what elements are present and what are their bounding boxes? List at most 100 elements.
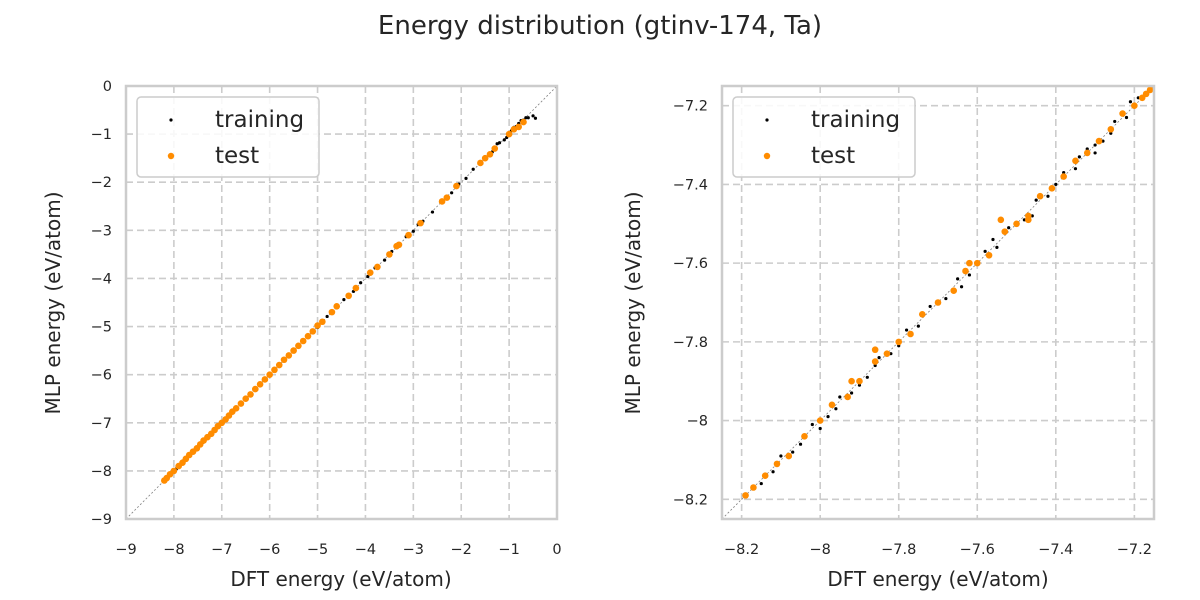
right-test-point [773,460,781,468]
left-y-tick-label: −1 [91,127,112,143]
left-legend-training-label: training [215,107,304,133]
left-test-point [314,322,321,329]
left-y-tick-label: −8 [91,464,112,480]
left-points [161,114,538,484]
left-test-point [295,342,302,350]
right-training-point [1128,100,1133,104]
right-test-point [934,299,942,306]
right-training-point [877,356,881,360]
right-training-point [959,285,964,289]
right-y-axis-label: MLP energy (eV/atom) [621,191,645,414]
left-y-tick-label: 0 [103,79,112,95]
right-test-point [871,358,879,365]
right-test-point [895,338,903,346]
left-legend-training-marker [169,118,173,122]
right-legend: training test [732,96,916,178]
left-test-point [505,130,513,138]
right-x-tick-label: −8 [809,542,830,558]
left-x-tick-label: −7 [211,542,232,558]
right-test-point [856,377,863,385]
right-test-point [1142,90,1150,98]
right-training-point [956,277,960,281]
left-test-point [486,151,494,158]
right-test-point [1072,157,1079,165]
left-panel: −9 −8 −7 −6 −5 −4 −3 −2 −1 0 −9−8−7−6−5−4−3−2−10 … [41,79,562,591]
right-test-point [848,377,855,385]
left-x-axis-label: DFT energy (eV/atom) [230,567,451,591]
left-training-point [526,116,530,120]
right-training-point [1113,119,1117,124]
left-test-point [290,347,297,354]
left-legend-test-marker [167,152,175,160]
left-test-point [366,269,374,276]
left-training-point [450,191,454,195]
right-test-point [761,472,769,480]
right-y-tick-label: −7.8 [673,335,708,351]
right-training-point [759,481,763,486]
left-x-tick-label: −8 [163,542,184,558]
right-y-ticks: −8.2 −8 −7.8 −7.6 −7.4 −7.2 [673,99,708,509]
left-test-point [285,352,293,359]
right-training-point [991,237,995,242]
left-y-tick-label: −5 [91,320,112,336]
right-test-point [1036,192,1044,200]
left-training-point [411,229,415,233]
right-legend-test-marker [763,152,771,160]
left-test-point [520,118,527,126]
right-training-point [916,324,920,328]
right-legend-training-marker [765,118,769,122]
left-training-point [366,274,370,279]
left-test-point [477,159,484,167]
left-y-tick-label: −9 [91,512,112,528]
left-test-point [443,194,451,201]
right-test-point [750,484,757,491]
left-y-ticks: −9 −8 −7 −6 −5 −4 −3 −2 −1 0 [91,79,112,528]
right-test-point [1060,173,1067,180]
right-training-point [779,454,783,458]
left-x-tick-label: −1 [498,542,519,558]
left-test-point [256,380,264,388]
left-test-point [299,337,307,345]
right-test-point [997,216,1005,224]
right-test-point [966,259,973,267]
figure-title: Energy distribution (gtinv-174, Ta) [378,11,822,41]
right-x-tick-label: −7.2 [1117,542,1152,558]
right-test-point [962,267,969,275]
right-training-point [798,442,803,446]
left-test-point [237,400,245,407]
right-axes-frame [720,84,1156,521]
right-x-ticks: −8.2 −8 −7.8 −7.6 −7.4 −7.2 [724,542,1152,558]
left-training-point [464,176,468,180]
right-training-point [834,407,838,411]
left-test-point [328,308,336,316]
right-test-point [1119,110,1126,117]
left-legend: training test [136,96,320,178]
left-y-tick-label: −7 [91,416,112,432]
right-test-point [1025,216,1032,224]
right-test-point [742,492,749,499]
left-x-tick-label: −6 [259,542,280,558]
right-test-point [1013,220,1020,228]
right-test-point [871,346,879,354]
right-training-point [1093,151,1097,155]
left-legend-box [136,96,320,178]
right-training-point [1077,155,1081,159]
left-test-point [453,182,460,190]
right-training-point [865,375,869,379]
right-training-point [1054,182,1058,187]
right-training-point [818,426,822,431]
left-x-ticks: −9 −8 −7 −6 −5 −4 −3 −2 −1 0 [115,542,561,558]
left-y-axis-label: MLP energy (eV/atom) [41,191,65,414]
left-test-point [261,376,269,383]
right-test-point [950,287,958,294]
left-x-tick-label: −3 [403,542,424,558]
left-test-point [319,318,326,326]
left-test-point [309,328,317,335]
left-test-point [491,145,499,152]
right-test-point [1083,149,1091,157]
right-test-point [1131,102,1138,109]
left-test-point [481,154,489,162]
right-y-tick-label: −8 [687,414,708,430]
